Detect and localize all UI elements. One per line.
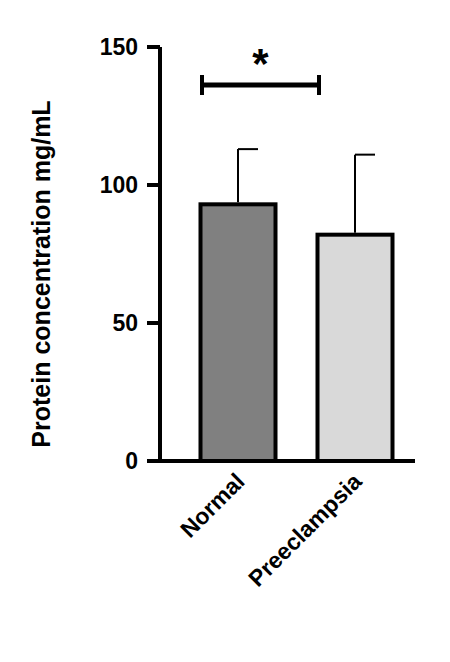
y-tick	[147, 45, 160, 49]
x-axis	[158, 459, 415, 463]
y-tick	[147, 459, 160, 463]
y-tick-label: 100	[100, 172, 138, 198]
y-tick	[147, 321, 160, 325]
y-axis	[158, 47, 162, 463]
error-bars	[238, 149, 375, 233]
y-tick-label: 150	[100, 34, 138, 60]
bar	[318, 235, 393, 461]
error-cap	[238, 148, 258, 150]
chart-svg: 0 50 100 150 Protein concentration mg/mL Norm…	[0, 0, 450, 662]
bar	[201, 204, 276, 461]
y-tick-label: 50	[112, 310, 138, 336]
y-axis-label: Protein concentration mg/mL	[27, 100, 55, 447]
y-tick-label: 0	[125, 448, 138, 474]
plot-area	[201, 204, 393, 461]
error-stem	[237, 149, 239, 202]
error-bar	[355, 155, 375, 233]
bracket-end	[200, 75, 204, 95]
error-cap	[355, 154, 375, 156]
error-stem	[354, 155, 356, 233]
y-tick	[147, 183, 160, 187]
x-tick-label: Preeclampsia	[243, 468, 366, 591]
error-bar	[238, 149, 258, 202]
significance-star: *	[252, 40, 269, 87]
x-tick-label: Normal	[175, 468, 249, 542]
chart-container: 0 50 100 150 Protein concentration mg/mL Norm…	[0, 0, 450, 662]
bracket-end	[317, 75, 321, 95]
